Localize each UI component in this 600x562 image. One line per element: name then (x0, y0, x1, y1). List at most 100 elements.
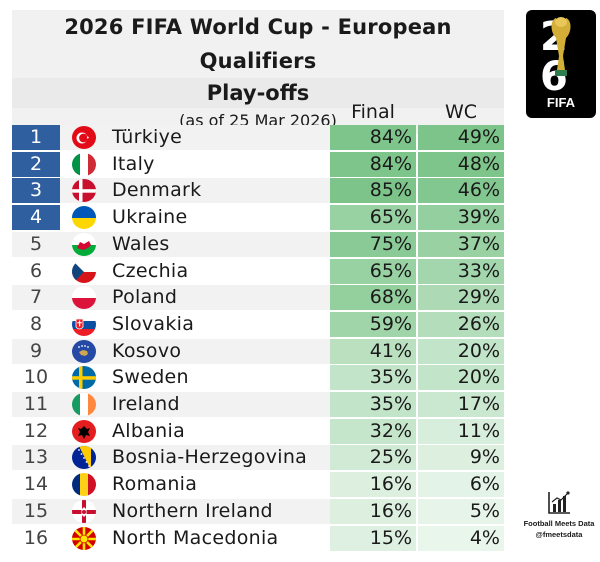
country-name: Ireland (112, 393, 180, 415)
row-background (12, 231, 330, 257)
poland-flag-icon (72, 286, 96, 310)
country-name: Ukraine (112, 206, 188, 229)
wc-probability-cell: 33% (418, 258, 504, 284)
ukraine-flag-icon (72, 206, 96, 230)
table-row: 9 Kosovo 41% 20% (12, 338, 504, 364)
northern-ireland-flag-icon (72, 499, 96, 523)
final-probability-cell: 85% (330, 178, 416, 204)
rank-cell: 2 (12, 151, 60, 177)
wc-probability-cell: 9% (418, 445, 504, 471)
rank-cell: 6 (29, 259, 43, 282)
country-name: Romania (112, 473, 198, 496)
final-probability-cell: 84% (330, 125, 416, 150)
wc-probability-cell: 5% (418, 498, 504, 524)
country-name: Denmark (112, 179, 202, 202)
country-name: Bosnia-Herzegovina (112, 446, 308, 469)
credit-handle: @fmeetsdata (535, 530, 583, 539)
final-probability-cell: 65% (330, 205, 416, 231)
wales-flag-icon (72, 232, 96, 256)
bar-chart-icon (548, 491, 570, 514)
final-probability-cell: 16% (330, 472, 416, 498)
rank-cell: 16 (23, 526, 49, 549)
table-row: 3 Denmark 85% 46% (12, 178, 504, 204)
table-row: 4 Ukraine 65% 39% (12, 205, 504, 231)
czechia-flag-icon (72, 259, 96, 283)
row-background (12, 311, 330, 337)
country-name: Sweden (112, 366, 189, 389)
title-block: 2026 FIFA World Cup - European Qualifier… (12, 10, 504, 134)
rank-cell: 13 (23, 446, 49, 469)
rank-cell: 8 (29, 312, 43, 335)
final-probability-cell: 65% (330, 258, 416, 284)
wc-probability-cell: 11% (418, 418, 504, 444)
row-background (12, 178, 330, 204)
wc-probability-cell: 17% (418, 392, 504, 417)
wc-probability-cell: 20% (418, 338, 504, 364)
ireland-flag-icon (72, 393, 96, 416)
final-probability-cell: 35% (330, 392, 416, 417)
final-probability-cell: 59% (330, 311, 416, 337)
row-background (12, 285, 330, 311)
wc-probability-cell: 39% (418, 205, 504, 231)
denmark-flag-icon (72, 179, 96, 203)
chart-subtitle: Play-offs (12, 78, 504, 108)
wc-probability-cell: 37% (418, 231, 504, 257)
rank-cell: 3 (12, 178, 60, 204)
final-probability-cell: 35% (330, 365, 416, 391)
country-name: Albania (112, 419, 186, 442)
row-background (12, 151, 330, 177)
rank-cell: 9 (29, 339, 43, 362)
world-cup-trophy-icon: 2 6 (540, 14, 571, 100)
table-row: 2 Italy 84% 48% (12, 151, 504, 177)
final-probability-cell: 75% (330, 231, 416, 257)
table-row: 10 Sweden 35% 20% (12, 365, 504, 391)
table-row: 8 Slovakia 59% 26% (12, 311, 504, 337)
row-background (12, 338, 330, 364)
country-name: North Macedonia (112, 526, 279, 549)
final-probability-cell: 16% (330, 498, 416, 524)
fifa-wordmark: FIFA (546, 95, 576, 110)
row-background (12, 392, 330, 417)
row-background (12, 125, 330, 150)
sweden-flag-icon (72, 366, 96, 390)
wc-probability-cell: 46% (418, 178, 504, 204)
column-header-final: Final (351, 101, 395, 123)
column-header-wc: WC (444, 101, 478, 123)
italy-flag-icon (72, 152, 96, 176)
rank-cell: 12 (23, 419, 49, 442)
rank-cell: 10 (23, 366, 49, 389)
row-background (12, 472, 330, 498)
country-name: Wales (112, 232, 170, 255)
kosovo-flag-icon (72, 339, 96, 363)
country-name: Italy (112, 152, 155, 175)
final-probability-cell: 68% (330, 285, 416, 311)
wc-probability-cell: 26% (418, 311, 504, 337)
row-background (12, 525, 330, 551)
wc-probability-cell: 4% (418, 525, 504, 551)
row-background (12, 365, 330, 391)
slovakia-flag-icon (72, 312, 96, 336)
table-row: 11 Ireland 35% 17% (12, 392, 504, 417)
table-row: 16 North Macedonia 15% 4% (12, 525, 504, 551)
table-row: 1 Türkiye 84% 49% (12, 125, 504, 150)
row-background (12, 418, 330, 444)
row-background (12, 498, 330, 524)
final-probability-cell: 41% (330, 338, 416, 364)
table-row: 14 Romania 16% 6% (12, 472, 504, 498)
turkey-flag-icon (72, 126, 96, 149)
credit-name: Football Meets Data (523, 519, 595, 528)
rank-cell: 15 (23, 499, 49, 522)
country-name: Türkiye (112, 126, 183, 148)
world-cup-logo: 2 6 FIFA (526, 10, 596, 118)
row-background (12, 445, 330, 471)
chart-title: 2026 FIFA World Cup - European Qualifier… (64, 15, 452, 73)
country-name: Northern Ireland (112, 499, 273, 522)
rank-cell: 7 (29, 286, 43, 309)
rank-cell: 14 (23, 473, 49, 496)
table-row: 5 Wales 75% 37% (12, 231, 504, 257)
final-probability-cell: 84% (330, 151, 416, 177)
table-row: 6 Czechia 65% 33% (12, 258, 504, 284)
table-row: 13 Bosnia-Herzegovina 25% 9% (12, 445, 504, 471)
rank-cell: 1 (12, 125, 60, 150)
wc-probability-cell: 29% (418, 285, 504, 311)
